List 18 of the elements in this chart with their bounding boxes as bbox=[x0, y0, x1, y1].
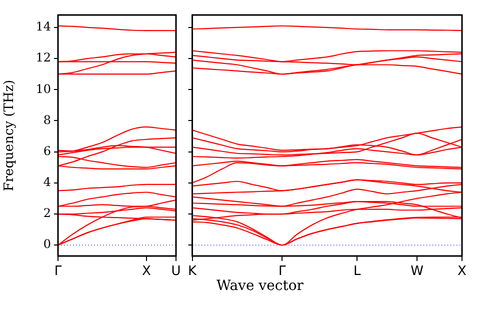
x-tick-label: Γ bbox=[278, 264, 287, 280]
x-tick-label: Γ bbox=[54, 264, 62, 280]
x-tick-label: K bbox=[188, 264, 197, 280]
x-tick-label: W bbox=[410, 264, 424, 280]
x-axis-title: Wave vector bbox=[216, 278, 304, 294]
x-tick-label: L bbox=[353, 264, 362, 280]
y-tick-label: 4 bbox=[43, 175, 52, 190]
y-axis-title: Frequency (THz) bbox=[2, 80, 18, 192]
y-tick-label: 14 bbox=[36, 20, 52, 34]
y-tick-label: 6 bbox=[43, 144, 51, 158]
x-tick-label: X bbox=[142, 264, 152, 280]
y-tick-label: 0 bbox=[43, 237, 51, 252]
x-tick-label: X bbox=[458, 264, 467, 280]
y-tick-label: 12 bbox=[36, 50, 51, 65]
y-tick-label: 2 bbox=[43, 206, 51, 220]
x-tick-label: U bbox=[171, 264, 181, 280]
y-tick-label: 8 bbox=[43, 112, 51, 127]
y-tick-label: 10 bbox=[36, 82, 51, 96]
